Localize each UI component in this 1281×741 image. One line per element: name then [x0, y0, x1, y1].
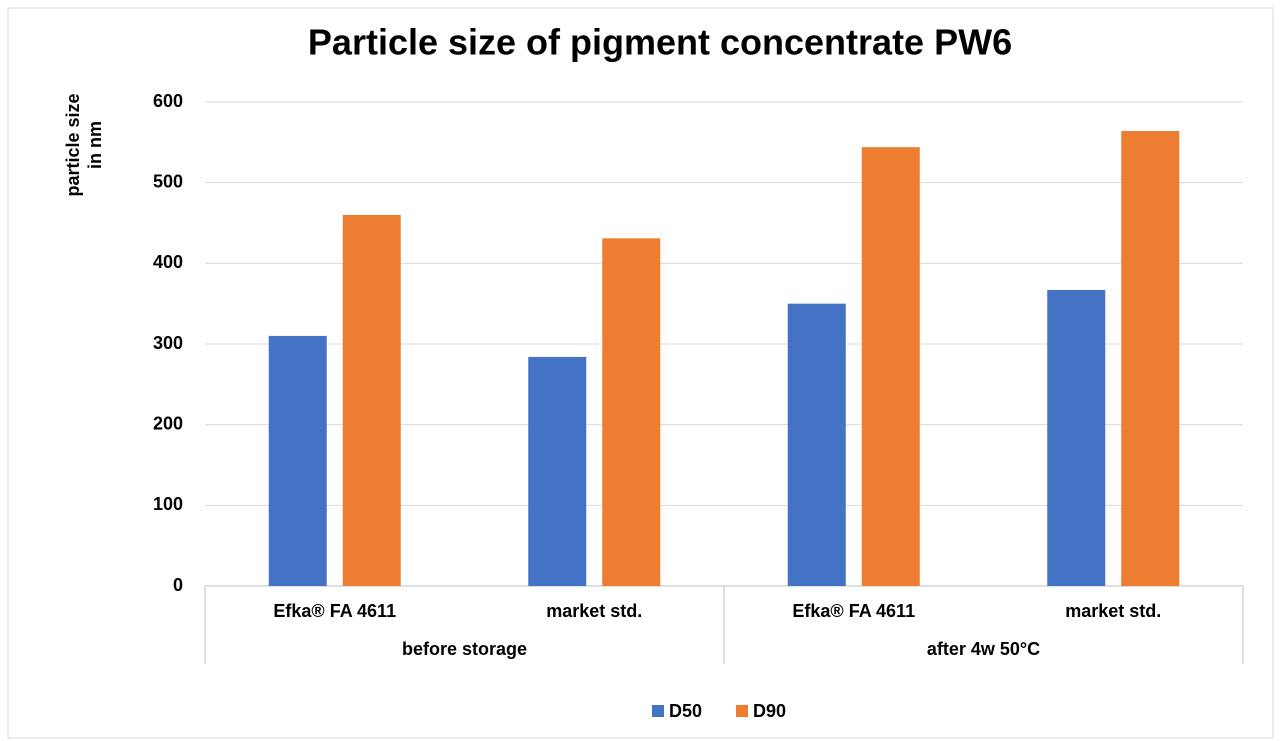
x-tick-label: Efka® FA 4611 — [792, 601, 915, 621]
x-tick-label: market std. — [546, 601, 642, 621]
legend-swatch — [652, 705, 664, 717]
y-tick-label: 600 — [153, 91, 183, 111]
bar — [528, 356, 587, 586]
legend-label: D90 — [753, 701, 786, 721]
group-label: before storage — [402, 639, 527, 659]
chart-title: Particle size of pigment concentrate PW6 — [308, 22, 1012, 63]
bar — [787, 303, 846, 586]
y-tick-label: 400 — [153, 252, 183, 272]
x-tick-label: market std. — [1065, 601, 1161, 621]
y-axis-label-line: in nm — [85, 121, 105, 169]
bar — [861, 147, 920, 586]
bar — [268, 335, 327, 586]
y-tick-label: 100 — [153, 494, 183, 514]
y-tick-label: 200 — [153, 413, 183, 433]
bar — [602, 238, 661, 586]
y-tick-label: 300 — [153, 333, 183, 353]
group-label: after 4w 50°C — [927, 639, 1040, 659]
y-axis-label-line: particle size — [63, 93, 83, 196]
y-axis-label: particle size in nm — [63, 93, 105, 196]
y-tick-label: 0 — [173, 575, 183, 595]
bar — [1121, 131, 1180, 587]
legend-label: D50 — [669, 701, 702, 721]
legend-swatch — [736, 705, 748, 717]
bar — [1047, 289, 1106, 586]
x-tick-label: Efka® FA 4611 — [273, 601, 396, 621]
y-tick-label: 500 — [153, 171, 183, 191]
bar — [342, 214, 401, 586]
